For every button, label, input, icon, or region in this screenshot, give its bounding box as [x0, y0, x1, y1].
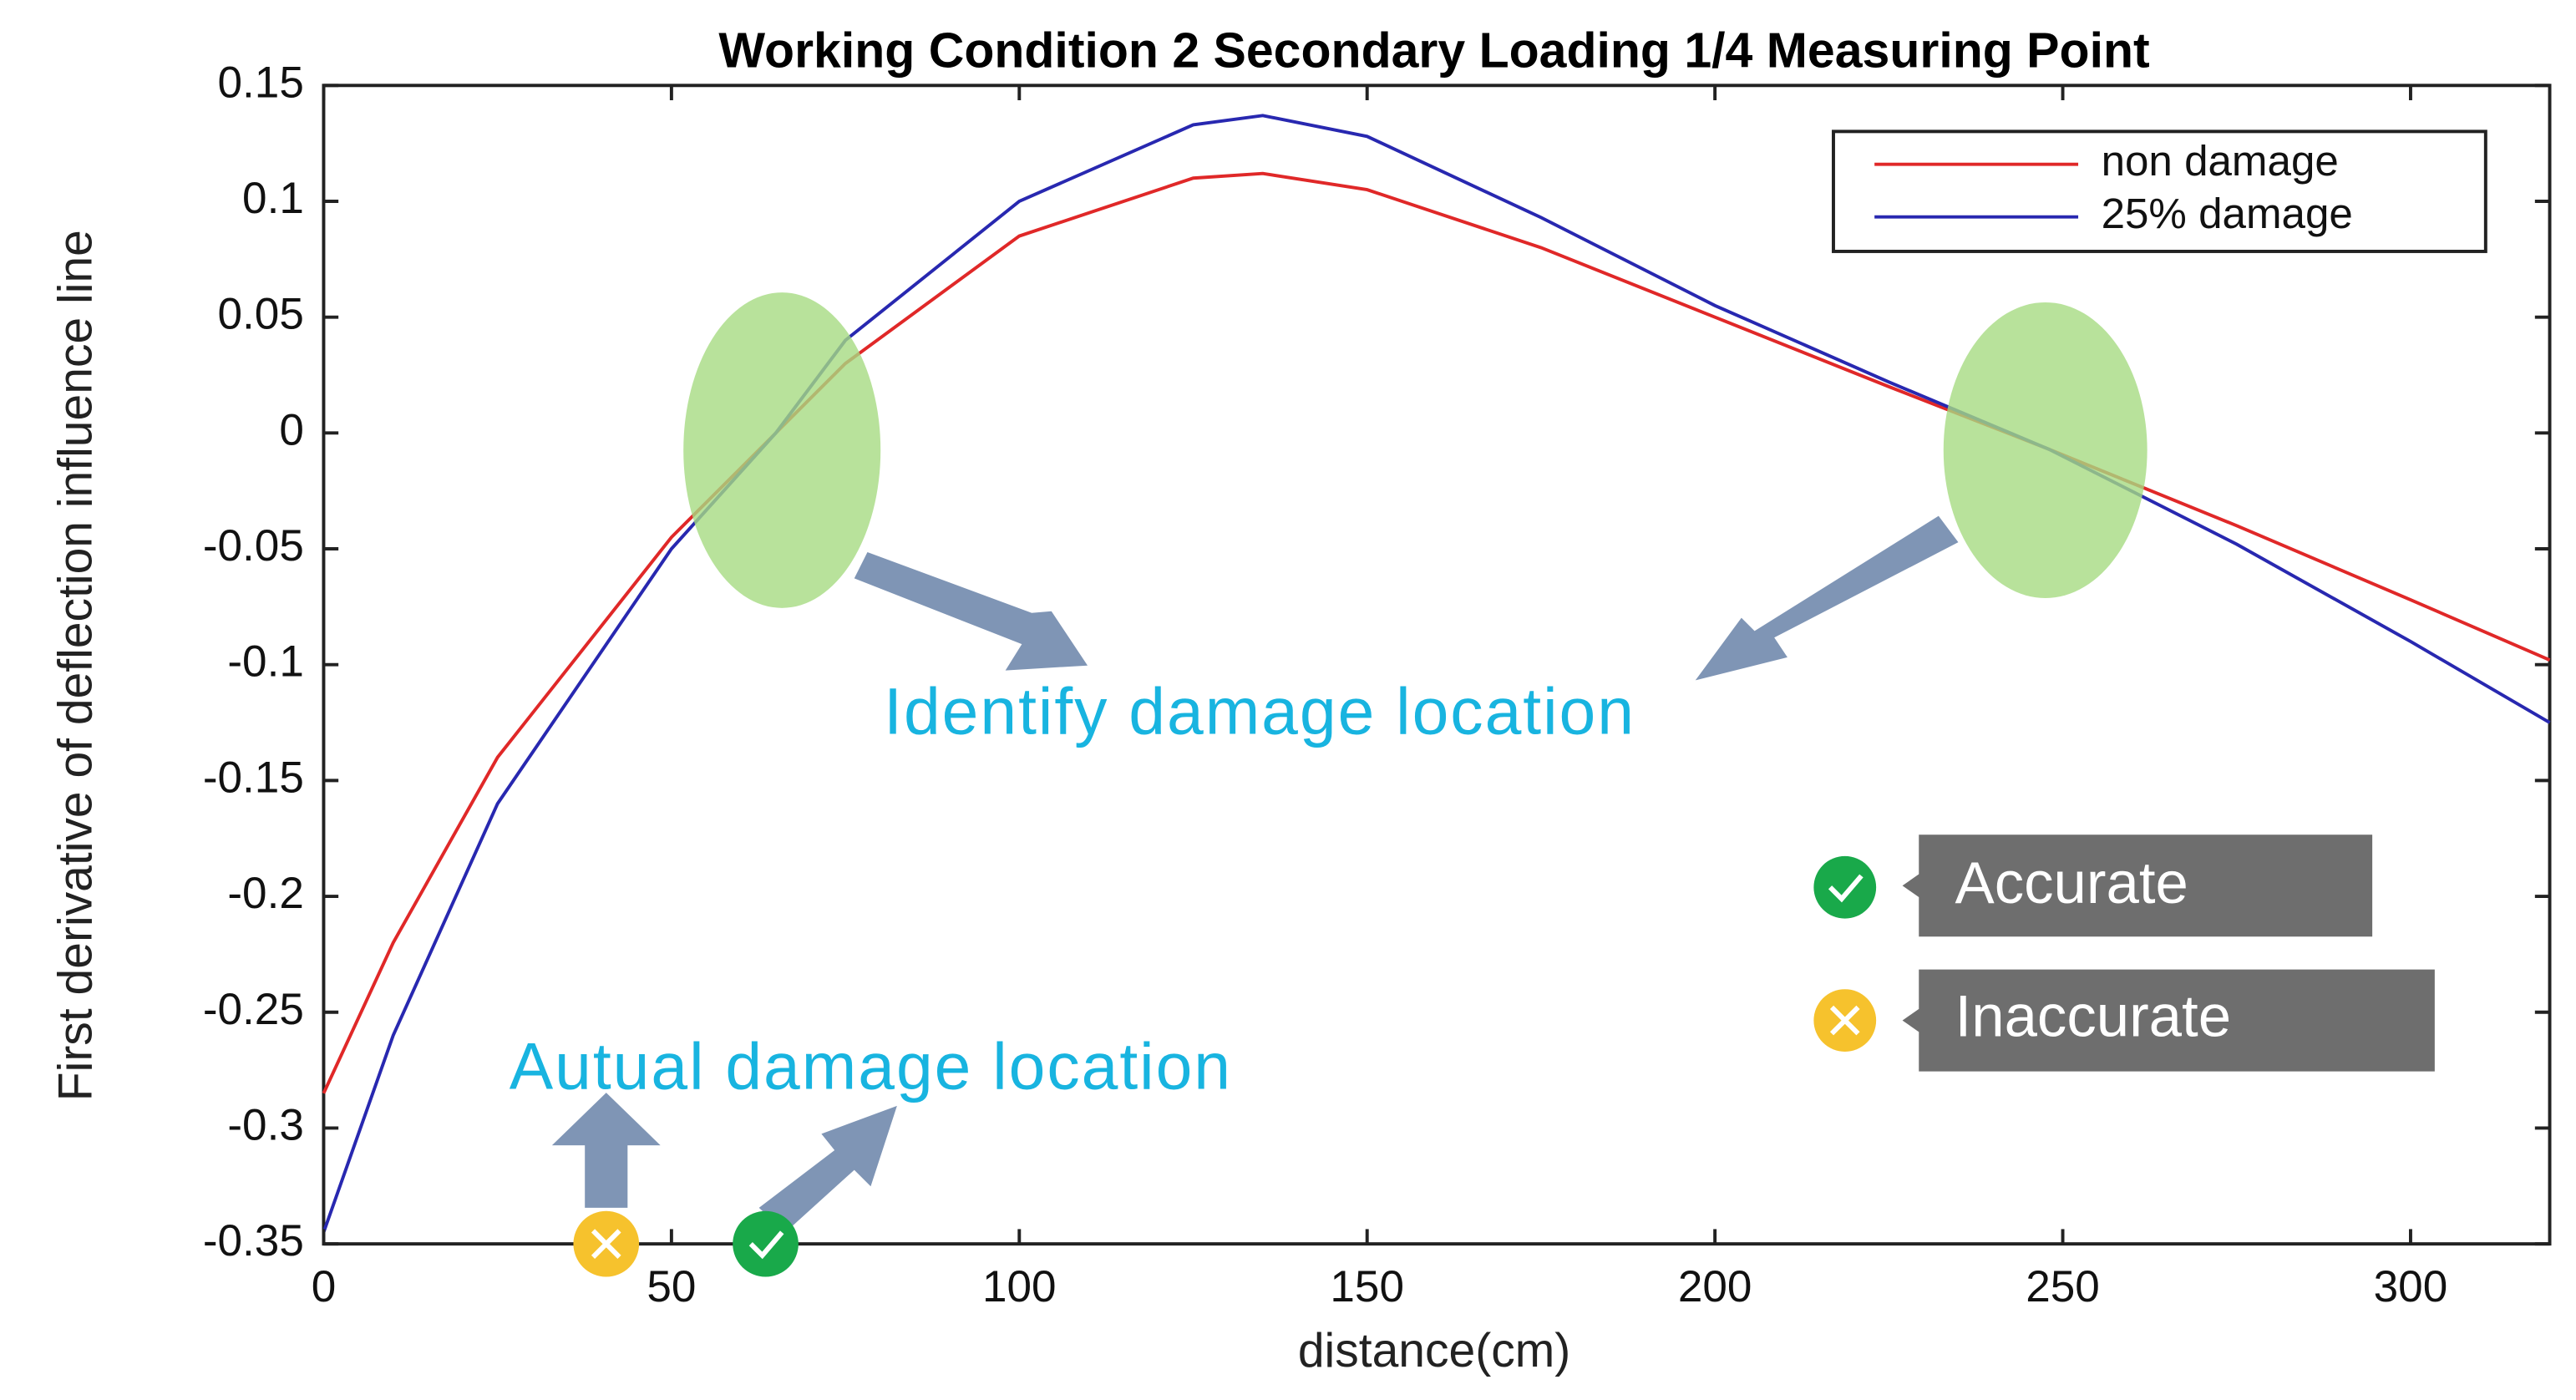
arrow	[1695, 515, 1959, 681]
x-axis-label: distance(cm)	[1298, 1324, 1570, 1377]
x-tick-label: 300	[2374, 1262, 2448, 1311]
x-tick-label: 100	[982, 1262, 1057, 1311]
data-line	[322, 171, 2551, 1094]
icon-glyph	[748, 1230, 784, 1260]
y-tick-label: -0.25	[203, 985, 304, 1034]
chart-title: Working Condition 2 Secondary Loading 1/…	[718, 23, 2149, 78]
highlight-ellipse	[683, 292, 881, 608]
badge-label: Inaccurate	[1955, 983, 2232, 1049]
icon-glyph	[1829, 1005, 1860, 1036]
x-tick-label: 250	[2026, 1262, 2100, 1311]
y-tick-label: -0.05	[203, 521, 304, 571]
y-tick-label: -0.15	[203, 753, 304, 802]
annotation: Autual damage location	[510, 1029, 1232, 1103]
y-tick-label: 0.1	[242, 174, 304, 223]
arrow	[758, 1105, 897, 1233]
x-tick-label: 150	[1330, 1262, 1404, 1311]
y-tick-label: -0.3	[227, 1100, 303, 1149]
badge	[1902, 969, 2435, 1072]
legend-label: non damage	[2102, 137, 2339, 185]
y-axis-label: First derivative of deflection influence…	[48, 230, 102, 1101]
legend-box	[1832, 129, 2487, 253]
badge-label: Accurate	[1955, 850, 2188, 916]
arrow	[854, 551, 1088, 671]
legend-label: 25% damage	[2102, 190, 2353, 237]
icon-glyph	[1828, 874, 1864, 903]
accurate-icon	[1813, 855, 1877, 919]
accurate-icon	[733, 1210, 799, 1277]
x-tick-label: 50	[647, 1262, 696, 1311]
badge	[1902, 834, 2373, 937]
annotation: Identify damage location	[884, 674, 1635, 748]
y-tick-label: -0.1	[227, 637, 303, 687]
icon-glyph	[591, 1229, 621, 1259]
arrow	[551, 1093, 661, 1208]
y-tick-label: -0.2	[227, 869, 303, 918]
y-tick-label: 0.05	[218, 290, 304, 339]
x-tick-label: 0	[312, 1262, 337, 1311]
highlight-ellipse	[1943, 302, 2148, 599]
y-tick-label: -0.35	[203, 1216, 304, 1266]
x-tick-label: 200	[1678, 1262, 1752, 1311]
y-tick-label: 0	[279, 405, 304, 454]
y-tick-label: 0.15	[218, 58, 304, 107]
